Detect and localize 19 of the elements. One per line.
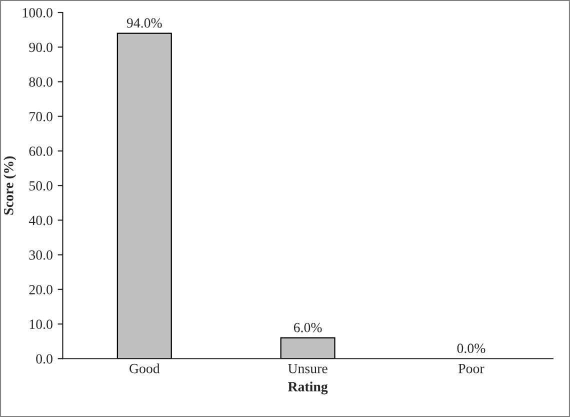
x-tick-label: Poor bbox=[458, 364, 484, 374]
data-label: 94.0% bbox=[126, 18, 162, 28]
data-label: 6.0% bbox=[294, 322, 322, 332]
data-label: 0.0% bbox=[457, 344, 486, 354]
y-tick-label: 90.0 bbox=[29, 42, 52, 52]
x-tick-label: Unsure bbox=[288, 364, 328, 374]
x-axis-title: Rating bbox=[288, 382, 328, 394]
y-tick-label: 20.0 bbox=[29, 284, 52, 294]
x-tick-label: Good bbox=[130, 363, 160, 374]
y-tick-label: 50.0 bbox=[29, 181, 52, 191]
y-tick-label: 40.0 bbox=[28, 216, 52, 226]
y-tick-label: 30.0 bbox=[29, 250, 52, 260]
y-tick-label: 100.0 bbox=[22, 8, 52, 18]
y-tick-label: 0.0 bbox=[36, 354, 52, 364]
y-tick-label: 60.0 bbox=[29, 146, 52, 156]
y-tick-label: 70.0 bbox=[30, 112, 52, 122]
y-tick-label: 80.0 bbox=[29, 77, 52, 87]
y-axis-title: Score (%) bbox=[4, 156, 16, 215]
y-tick-label: 10.0 bbox=[30, 320, 52, 330]
